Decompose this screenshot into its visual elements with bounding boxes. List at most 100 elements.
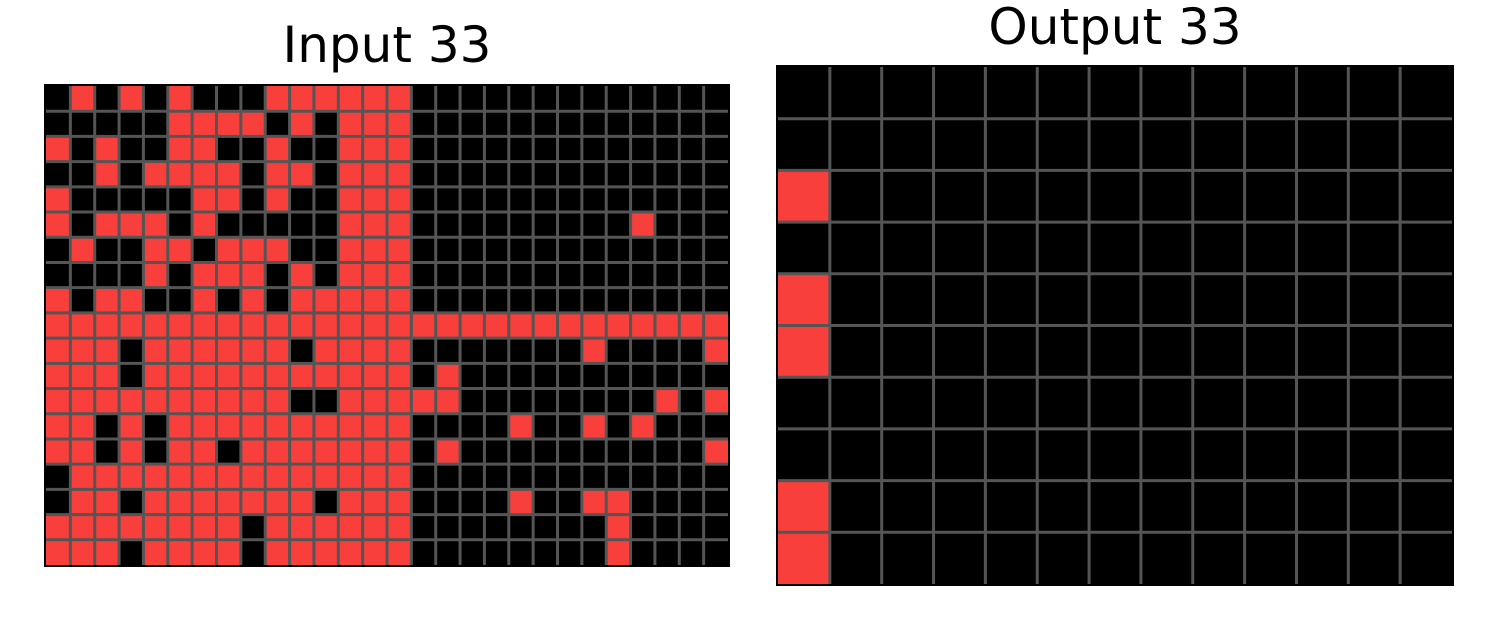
input-cell-filled	[143, 539, 168, 565]
input-cell-filled	[338, 363, 363, 389]
input-cell-filled	[70, 413, 95, 439]
input-cell-filled	[70, 489, 95, 515]
input-cell-filled	[46, 212, 71, 238]
input-cell-filled	[240, 413, 266, 439]
input-cell-filled	[192, 312, 217, 339]
input-cell-filled	[265, 136, 290, 162]
input-cell-filled	[46, 388, 71, 414]
input-cell-filled	[435, 388, 461, 414]
input-cell-filled	[216, 111, 241, 137]
output-cell-filled	[778, 273, 830, 326]
output-cell-filled	[778, 170, 830, 223]
input-cell-filled	[94, 312, 120, 339]
input-cell-filled	[265, 514, 290, 540]
input-cell-filled	[216, 262, 241, 288]
input-cell-filled	[70, 514, 95, 540]
input-cell-filled	[167, 464, 193, 490]
input-cell-filled	[167, 312, 193, 339]
input-cell-filled	[192, 212, 217, 238]
input-cell-filled	[70, 338, 95, 364]
input-cell-filled	[630, 413, 655, 439]
input-cell-filled	[387, 363, 412, 389]
input-cell-filled	[508, 312, 534, 339]
input-cell-filled	[143, 388, 168, 414]
input-cell-filled	[167, 111, 193, 137]
input-cell-filled	[167, 388, 193, 414]
input-cell-filled	[338, 111, 363, 137]
input-cell-filled	[338, 464, 363, 490]
input-cell-filled	[289, 464, 314, 490]
input-cell-filled	[387, 539, 412, 565]
input-cell-filled	[94, 514, 120, 540]
input-cell-filled	[216, 186, 241, 213]
input-cell-filled	[216, 363, 241, 389]
input-cell-filled	[94, 136, 120, 162]
input-cell-filled	[606, 312, 631, 339]
input-cell-filled	[119, 388, 144, 414]
input-cell-filled	[143, 312, 168, 339]
input-cell-filled	[411, 388, 436, 414]
input-title: Input 33	[282, 16, 492, 74]
input-cell-filled	[338, 438, 363, 465]
input-cell-filled	[167, 539, 193, 565]
input-cell-filled	[338, 539, 363, 565]
input-cell-filled	[338, 212, 363, 238]
input-cell-filled	[119, 212, 144, 238]
input-cell-filled	[70, 539, 95, 565]
output-title: Output 33	[988, 0, 1242, 56]
input-cell-filled	[70, 312, 95, 339]
input-cell-filled	[240, 338, 266, 364]
input-cell-filled	[143, 212, 168, 238]
input-cell-filled	[192, 464, 217, 490]
input-cell-filled	[265, 363, 290, 389]
input-cell-filled	[387, 312, 412, 339]
input-cell-filled	[630, 212, 655, 238]
input-cell-filled	[338, 338, 363, 364]
input-cell-filled	[94, 287, 120, 313]
input-cell-filled	[387, 136, 412, 162]
input-cell-filled	[192, 161, 217, 187]
input-cell-filled	[362, 338, 387, 364]
input-cell-filled	[265, 312, 290, 339]
input-cell-filled	[167, 363, 193, 389]
input-cell-filled	[216, 237, 241, 263]
input-cell-filled	[289, 111, 314, 137]
input-cell-filled	[362, 111, 387, 137]
input-cell-filled	[508, 489, 534, 515]
input-cell-filled	[313, 539, 339, 565]
input-cell-filled	[119, 413, 144, 439]
output-grid	[776, 65, 1454, 586]
input-cell-filled	[362, 438, 387, 465]
input-cell-filled	[338, 186, 363, 213]
input-cell-filled	[313, 413, 339, 439]
input-cell-filled	[143, 338, 168, 364]
input-cell-filled	[289, 312, 314, 339]
input-cell-filled	[265, 438, 290, 465]
input-cell-filled	[167, 86, 193, 112]
input-cell-filled	[338, 489, 363, 515]
input-cell-filled	[654, 388, 680, 414]
input-cell-filled	[387, 161, 412, 187]
input-cell-filled	[94, 388, 120, 414]
input-cell-filled	[240, 237, 266, 263]
input-cell-filled	[362, 539, 387, 565]
input-cell-filled	[46, 413, 71, 439]
input-cell-filled	[338, 161, 363, 187]
input-cell-filled	[435, 363, 461, 389]
input-cell-filled	[362, 363, 387, 389]
input-cell-filled	[703, 312, 728, 339]
input-cell-filled	[362, 212, 387, 238]
input-cell-filled	[94, 363, 120, 389]
input-cell-filled	[289, 413, 314, 439]
input-cell-filled	[387, 514, 412, 540]
input-cell-filled	[94, 489, 120, 515]
input-cell-filled	[216, 539, 241, 565]
input-cell-filled	[216, 312, 241, 339]
input-cell-filled	[192, 514, 217, 540]
input-cell-filled	[192, 262, 217, 288]
input-cell-filled	[70, 388, 95, 414]
input-cell-filled	[387, 287, 412, 313]
input-cell-filled	[581, 338, 607, 364]
input-cell-filled	[46, 287, 71, 313]
input-cell-filled	[216, 161, 241, 187]
